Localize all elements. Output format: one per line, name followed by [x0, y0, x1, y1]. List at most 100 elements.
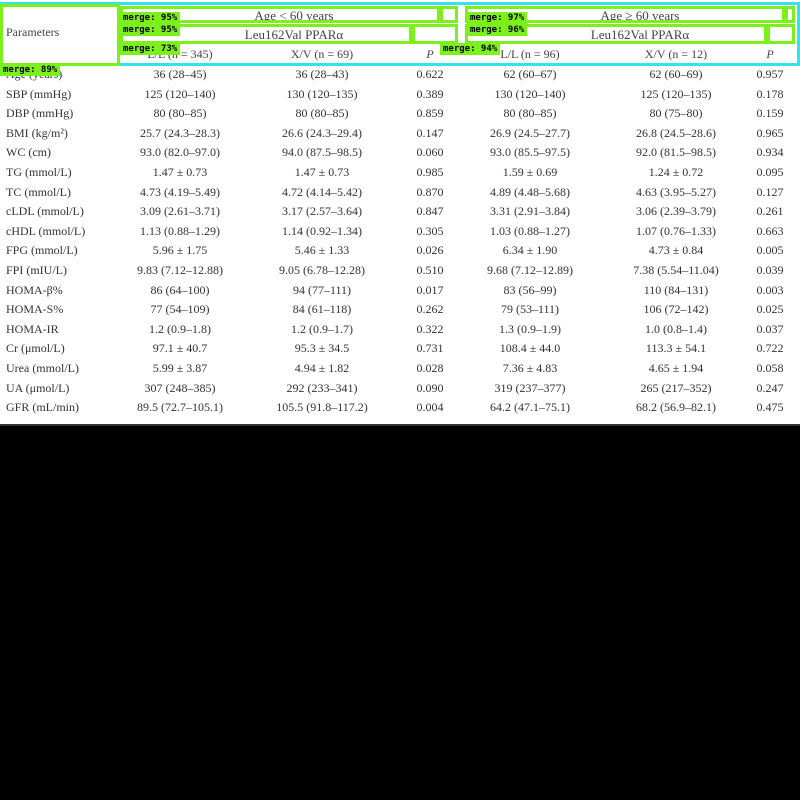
cell-p-60-plus: 0.037	[756, 321, 784, 336]
cell-xv-under-60: 5.46 ± 1.33	[294, 243, 350, 258]
cell-p-under-60: 0.859	[416, 106, 444, 121]
cell-ll-under-60: 1.13 (0.88–1.29)	[140, 223, 220, 238]
cell-row-label: DBP (mmHg)	[6, 106, 74, 121]
cell-ll-60-plus: 1.03 (0.88–1.27)	[490, 223, 570, 238]
cell-p-under-60: 0.004	[416, 400, 444, 415]
cell-xv-under-60: 4.72 (4.14–5.42)	[282, 184, 362, 199]
cell-p-under-60: 0.028	[416, 361, 444, 375]
cell-row-label: Cr (μmol/L)	[6, 341, 65, 356]
merge-box-group-right-end	[785, 6, 795, 23]
cell-p-under-60: 0.731	[416, 341, 444, 356]
overlay-label: merge: 95%	[120, 12, 181, 24]
cell-xv-60-plus: 265 (217–352)	[640, 380, 712, 395]
cell-ll-under-60: 9.83 (7.12–12.88)	[137, 263, 223, 277]
cell-ll-60-plus: 62 (60–67)	[503, 67, 557, 81]
cell-xv-under-60: 1.14 (0.92–1.34)	[282, 223, 362, 238]
subheader-xv-60-plus: X/V (n = 12)	[644, 47, 708, 61]
cell-row-label: cHDL (mmol/L)	[6, 223, 86, 238]
cell-ll-60-plus: 79 (53–111)	[500, 302, 560, 317]
table-row: TC (mmol/L) 4.73 (4.19–5.49) 4.72 (4.14–5.…	[0, 184, 800, 202]
cell-p-under-60: 0.090	[416, 380, 444, 395]
cell-xv-60-plus: 1.24 ± 0.72	[648, 165, 704, 179]
table-row: HOMA-IR 1.2 (0.9–1.8) 1.2 (0.9–1.7) 0.322 1.…	[0, 321, 800, 339]
cell-ll-60-plus: 80 (80–85)	[503, 106, 557, 121]
cell-p-60-plus: 0.025	[756, 302, 784, 317]
cell-row-label: HOMA-IR	[6, 321, 59, 336]
cell-p-under-60: 0.510	[416, 263, 444, 277]
cell-ll-60-plus: 83 (56–99)	[503, 282, 557, 297]
cell-ll-under-60: 1.47 ± 0.73	[152, 165, 208, 179]
cell-p-60-plus: 0.475	[756, 400, 784, 415]
cell-p-under-60: 0.305	[416, 223, 444, 238]
table-row: BMI (kg/m²) 25.7 (24.3–28.3) 26.6 (24.3–29…	[0, 125, 800, 143]
cell-ll-60-plus: 319 (237–377)	[494, 380, 566, 395]
cell-p-60-plus: 0.178	[756, 86, 784, 101]
merge-box-gene-right	[465, 24, 767, 44]
subheader-xv-under-60: X/V (n = 69)	[290, 47, 354, 61]
header-group-60-plus: Age ≥ 60 years	[600, 8, 680, 23]
cell-row-label: TG (mmol/L)	[6, 165, 72, 179]
table-row: HOMA-β% 86 (64–100) 94 (77–111) 0.017 83 (56…	[0, 282, 800, 300]
cell-xv-under-60: 1.2 (0.9–1.7)	[291, 321, 353, 336]
cell-p-60-plus: 0.663	[756, 223, 784, 238]
overlay-label: merge: 89%	[0, 64, 61, 76]
cell-row-label: BMI (kg/m²)	[6, 125, 68, 140]
overlay-label: merge: 97%	[467, 12, 528, 24]
cell-row-label: cLDL (mmol/L)	[6, 204, 84, 219]
cell-ll-under-60: 80 (80–85)	[153, 106, 207, 121]
table-row: UA (μmol/L) 307 (248–385) 292 (233–341) 0.0…	[0, 380, 800, 398]
cell-ll-60-plus: 7.36 ± 4.83	[502, 361, 558, 375]
cell-xv-60-plus: 4.73 ± 0.84	[648, 243, 704, 258]
cell-ll-60-plus: 1.3 (0.9–1.9)	[499, 321, 561, 336]
cell-row-label: UA (μmol/L)	[6, 380, 70, 395]
subheader-p-60-plus: P	[766, 47, 774, 61]
cell-p-under-60: 0.017	[416, 282, 444, 297]
cell-xv-under-60: 80 (80–85)	[295, 106, 349, 121]
table-row: HOMA-S% 77 (54–109) 84 (61–118) 0.262 79 (53…	[0, 301, 800, 319]
cell-ll-60-plus: 3.31 (2.91–3.84)	[490, 204, 570, 219]
cell-p-60-plus: 0.127	[756, 184, 784, 199]
merge-box-gene-left-end	[412, 24, 458, 44]
cell-xv-under-60: 94 (77–111)	[292, 282, 352, 297]
cell-ll-under-60: 77 (54–109)	[150, 302, 210, 317]
table-row: WC (cm) 93.0 (82.0–97.0) 94.0 (87.5–98.5) 0…	[0, 144, 800, 162]
cell-p-under-60: 0.847	[416, 204, 444, 219]
cell-ll-under-60: 93.0 (82.0–97.0)	[140, 145, 220, 160]
cell-xv-60-plus: 113.3 ± 54.1	[645, 341, 707, 356]
cell-xv-60-plus: 7.38 (5.54–11.04)	[633, 263, 719, 277]
merge-box-gene-right-end	[767, 24, 795, 44]
overlay-label: merge: 73%	[120, 43, 181, 55]
cell-ll-60-plus: 26.9 (24.5–27.7)	[490, 125, 570, 140]
cell-ll-60-plus: 4.89 (4.48–5.68)	[490, 184, 570, 199]
cell-ll-under-60: 125 (120–140)	[144, 86, 216, 101]
cell-xv-60-plus: 92.0 (81.5–98.5)	[636, 145, 716, 160]
cell-p-60-plus: 0.957	[756, 67, 784, 81]
cell-xv-under-60: 84 (61–118)	[292, 302, 352, 317]
cell-xv-60-plus: 4.65 ± 1.94	[648, 361, 704, 375]
header-gene-left: Leu162Val PPARα	[244, 27, 344, 42]
cell-ll-under-60: 97.1 ± 40.7	[152, 341, 208, 356]
table-document: Parameters Age < 60 years Age ≥ 60 years…	[0, 0, 800, 426]
cell-ll-60-plus: 93.0 (85.5–97.5)	[490, 145, 570, 160]
cell-p-60-plus: 0.003	[756, 282, 784, 297]
cell-ll-60-plus: 1.59 ± 0.69	[502, 165, 558, 179]
cell-xv-60-plus: 62 (60–69)	[649, 67, 703, 81]
cell-xv-under-60: 105.5 (91.8–117.2)	[276, 400, 368, 415]
cell-ll-under-60: 86 (64–100)	[150, 282, 210, 297]
cell-p-60-plus: 0.058	[756, 361, 784, 375]
cell-ll-60-plus: 64.2 (47.1–75.1)	[490, 400, 570, 415]
cell-ll-under-60: 25.7 (24.3–28.3)	[140, 125, 220, 140]
cell-xv-under-60: 3.17 (2.57–3.64)	[282, 204, 362, 219]
cell-p-under-60: 0.026	[416, 243, 444, 258]
cell-p-60-plus: 0.965	[756, 125, 784, 140]
cell-ll-60-plus: 108.4 ± 44.0	[499, 341, 561, 356]
table-row: FPG (mmol/L) 5.96 ± 1.75 5.46 ± 1.33 0.026 6…	[0, 242, 800, 260]
cell-ll-under-60: 5.99 ± 3.87	[152, 361, 208, 375]
table-row: DBP (mmHg) 80 (80–85) 80 (80–85) 0.859 80 (8…	[0, 105, 800, 123]
cell-p-under-60: 0.060	[416, 145, 444, 160]
cell-p-60-plus: 0.722	[756, 341, 784, 356]
cell-xv-under-60: 95.3 ± 34.5	[294, 341, 350, 356]
cell-p-60-plus: 0.934	[756, 145, 784, 160]
cell-p-under-60: 0.622	[416, 67, 444, 81]
